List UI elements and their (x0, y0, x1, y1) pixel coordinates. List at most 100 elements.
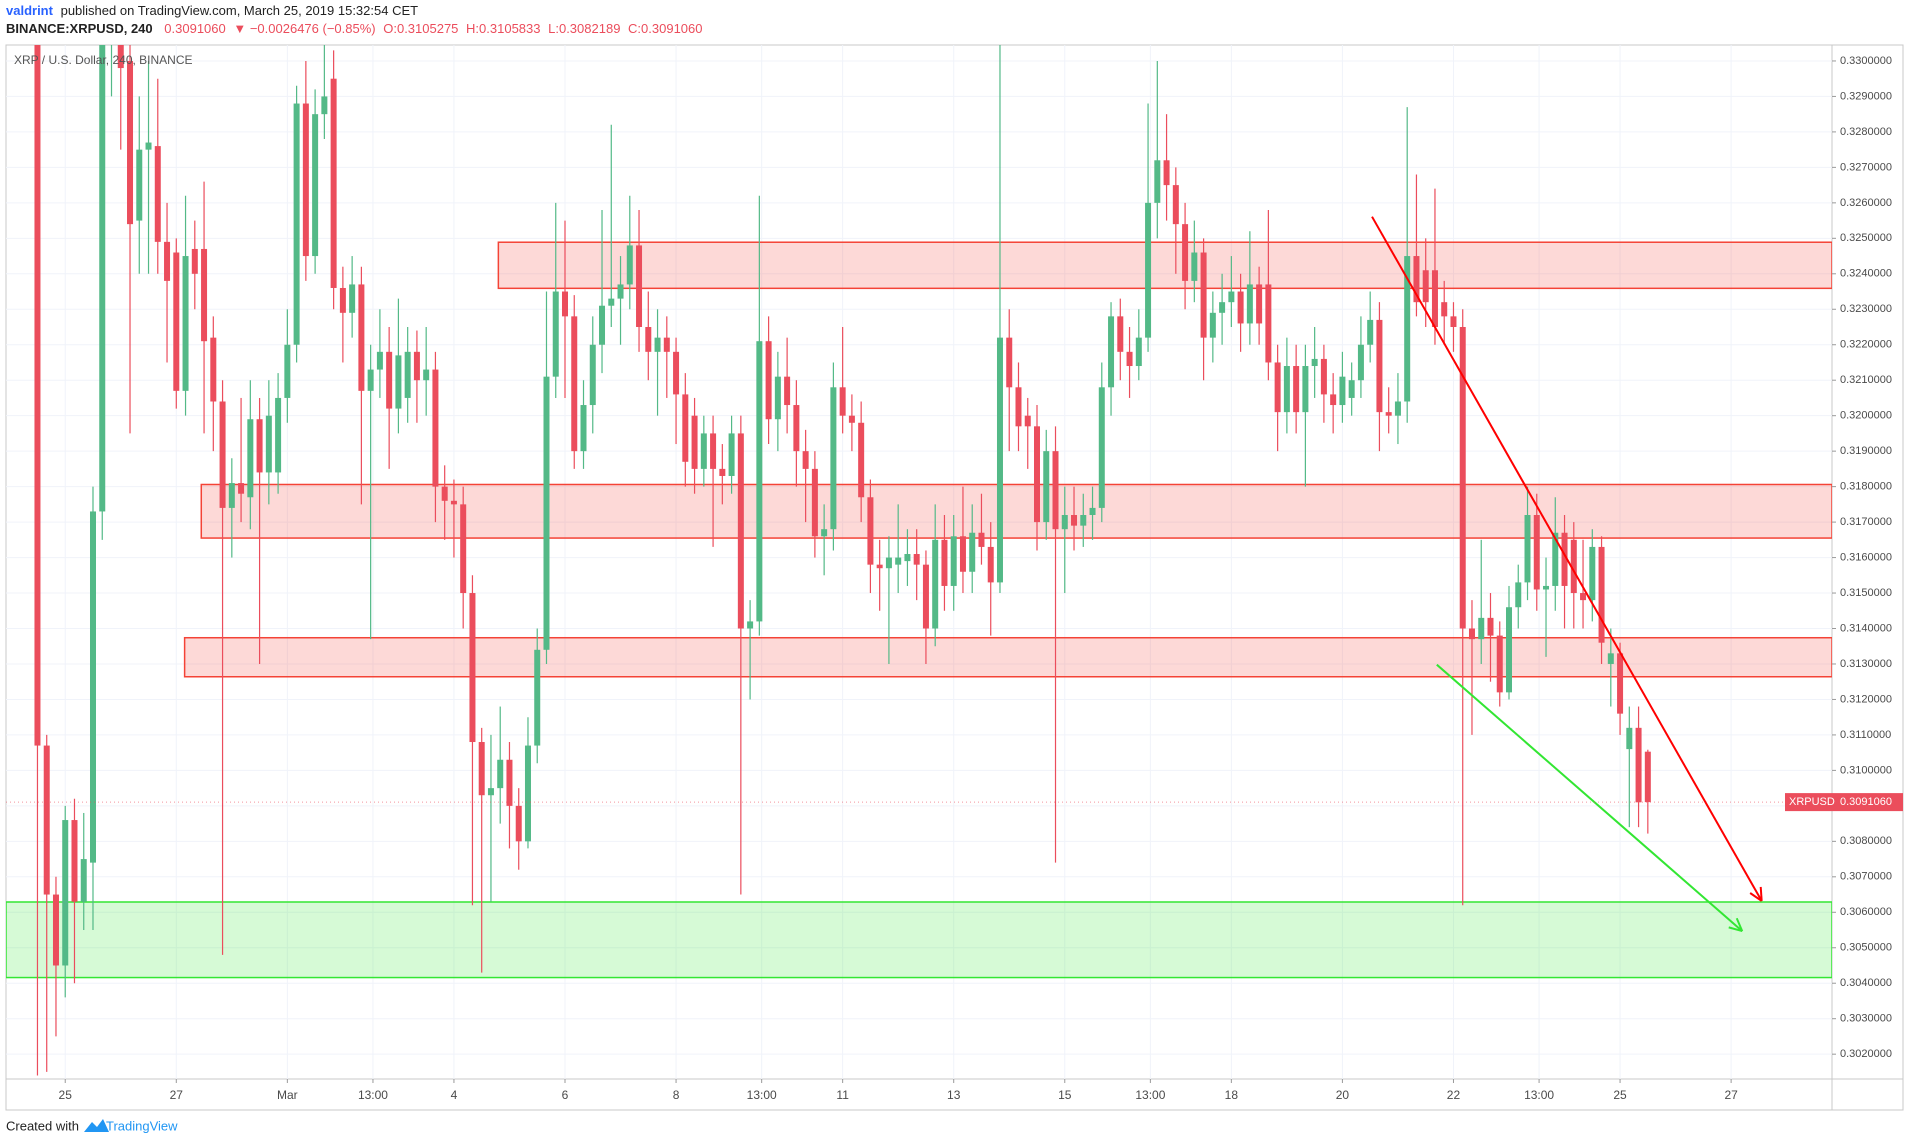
candle-body (1367, 319, 1374, 345)
candle-body (80, 859, 87, 902)
y-tick-label: 0.3290000 (1840, 90, 1892, 102)
candle-body (765, 341, 772, 420)
candle-body (599, 305, 606, 345)
x-tick-label: 25 (1613, 1088, 1627, 1102)
x-tick-label: 13:00 (1135, 1088, 1165, 1102)
candle-body (1108, 316, 1115, 388)
candle-body (302, 103, 309, 257)
candle-body (941, 539, 948, 586)
candle-body (1080, 515, 1087, 526)
candle-body (1024, 415, 1031, 427)
candle-body (1404, 256, 1411, 402)
candle-body (867, 497, 874, 565)
candle-body (1348, 380, 1355, 398)
candle-body (89, 511, 96, 863)
candle-body (275, 397, 282, 473)
candle-body (386, 351, 393, 409)
candle-body (136, 149, 143, 221)
candle-body (932, 539, 939, 629)
candle-body (376, 351, 383, 370)
y-tick-label: 0.3230000 (1840, 303, 1892, 315)
candle-body (71, 820, 78, 902)
candle-body (1607, 653, 1614, 664)
candle-body (1598, 546, 1605, 643)
candle-body (737, 433, 744, 629)
x-tick-label: 15 (1058, 1088, 1072, 1102)
y-tick-label: 0.3030000 (1840, 1013, 1892, 1025)
x-tick-label: 27 (170, 1088, 184, 1102)
candle-body (256, 419, 263, 473)
candle-body (821, 529, 828, 537)
x-tick-label: 13:00 (358, 1088, 388, 1102)
candle-body (1293, 366, 1300, 413)
candle-body (228, 483, 235, 508)
candle-body (1617, 653, 1624, 714)
y-tick-label: 0.3050000 (1840, 942, 1892, 954)
candle-body (1145, 202, 1152, 338)
x-tick-label: 20 (1336, 1088, 1350, 1102)
candle-body (978, 532, 985, 547)
candle-body (839, 387, 846, 416)
candle-body (1431, 270, 1438, 327)
y-tick-label: 0.3220000 (1840, 339, 1892, 351)
candle-body (784, 376, 791, 406)
trend-line (1371, 216, 1763, 902)
x-tick-label: 4 (451, 1088, 458, 1102)
candle-body (358, 284, 365, 391)
y-tick-label: 0.3200000 (1840, 410, 1892, 422)
y-tick-label: 0.3260000 (1840, 197, 1892, 209)
candle-body (1561, 532, 1568, 586)
candle-body (127, 60, 134, 225)
candle-body (1089, 507, 1096, 515)
y-tick-label: 0.3240000 (1840, 268, 1892, 280)
candle-body (247, 419, 254, 498)
y-tick-label: 0.3040000 (1840, 977, 1892, 989)
candle-body (497, 759, 504, 789)
candle-body (904, 554, 911, 562)
candle-body (1450, 316, 1457, 327)
candle-body (478, 742, 485, 796)
header-line: valdrint published on TradingView.com, M… (6, 3, 418, 18)
candle-body (312, 114, 319, 257)
candle-body (1302, 366, 1309, 413)
logo-icon (84, 1119, 109, 1132)
axes: 25 27 Mar 13:00 4 6 8 13:00 11 13 15 13:00 18 20 22 13:… (6, 55, 1903, 1102)
y-tick-label: 0.3180000 (1840, 481, 1892, 493)
y-tick-label: 0.3300000 (1840, 55, 1892, 67)
y-tick-label: 0.3060000 (1840, 906, 1892, 918)
candle-body (1506, 607, 1513, 693)
candle-body (534, 649, 541, 746)
chart-title: XRP / U.S. Dollar, 240, BINANCE (14, 53, 193, 67)
candle-body (469, 593, 476, 743)
candle-body (395, 355, 402, 409)
candle-body (1034, 426, 1041, 523)
x-tick-label: 6 (562, 1088, 569, 1102)
candle-body (1496, 635, 1503, 693)
candle-body (1098, 387, 1105, 508)
plot (6, 45, 1832, 1076)
y-tick-label: 0.3020000 (1840, 1048, 1892, 1060)
open: O:0.3105275 (383, 21, 458, 36)
low: L:0.3082189 (548, 21, 620, 36)
candle-body (1246, 284, 1253, 324)
candle-body (1385, 412, 1392, 416)
y-tick-label: 0.3280000 (1840, 126, 1892, 138)
candle-body (219, 401, 226, 508)
candle-body (969, 532, 976, 572)
candle-body (1274, 362, 1281, 413)
candle-body (802, 451, 809, 469)
candle-body (413, 351, 420, 381)
candle-body (1182, 224, 1189, 281)
x-tick-label: 25 (59, 1088, 73, 1102)
y-tick-label: 0.3250000 (1840, 232, 1892, 244)
candle-body (589, 344, 596, 406)
candle-body (349, 284, 356, 313)
candle-body (922, 564, 929, 629)
change: ▼ −0.0026476 (−0.85%) (233, 21, 375, 36)
y-tick-label: 0.3210000 (1840, 374, 1892, 386)
candle-body (1626, 727, 1633, 750)
zone (183, 636, 1832, 678)
candle-body (663, 337, 670, 352)
close: C:0.3091060 (628, 21, 702, 36)
zone (497, 241, 1832, 290)
